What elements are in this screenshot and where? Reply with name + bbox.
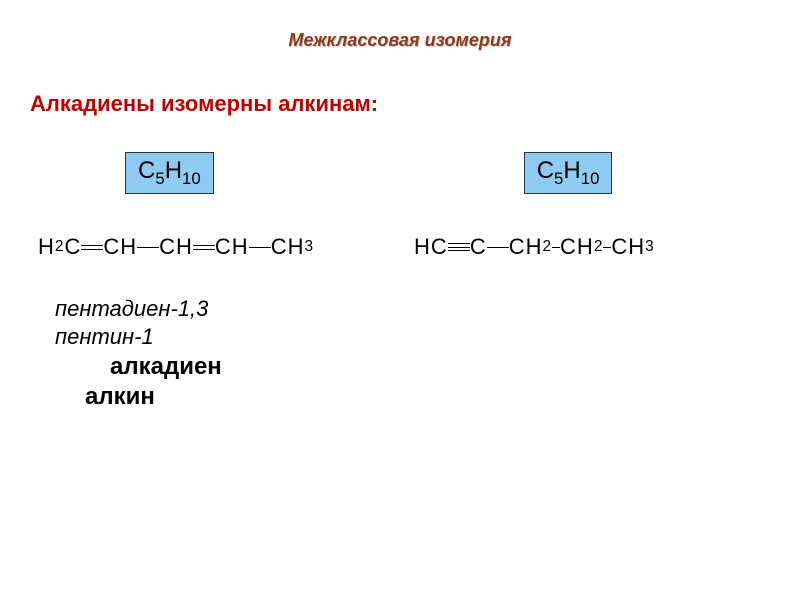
atom-fragment: CH [159, 234, 193, 260]
subscript: 3 [645, 238, 655, 256]
name-pentyne: пентин-1 [55, 323, 800, 352]
atom-fragment: H [38, 234, 55, 260]
atom-fragment: CH [560, 234, 594, 260]
atom-fragment: HC [414, 234, 448, 260]
structures-row: H2CCHCHCHCH3 HCCCH2CH2CH3 [0, 194, 800, 260]
atom-fragment: CH [103, 234, 137, 260]
formula-box-row: C5H10 C5H10 [0, 117, 800, 194]
formula-right-h: H [563, 157, 580, 184]
formula-right-sub2: 10 [581, 169, 600, 188]
atom-fragment: C [470, 234, 487, 260]
page-title: Межклассовая изомерия [0, 0, 800, 51]
formula-box-right: C5H10 [524, 152, 613, 194]
name-alkadiene: алкадиен [55, 352, 800, 382]
formula-right-sub1: 5 [554, 169, 563, 188]
subtitle: Алкадиены изомерны алкинам: [0, 51, 800, 117]
formula-left-h: H [165, 157, 182, 184]
triple-bond-icon [448, 240, 470, 254]
double-bond-icon [193, 240, 215, 254]
single-bond-icon [137, 240, 159, 254]
atom-fragment: CH [509, 234, 543, 260]
compound-names: пентадиен-1,3 пентин-1 алкадиен алкин [0, 260, 800, 412]
title-text: Межклассовая изомерия [289, 30, 512, 50]
subscript: 2 [594, 238, 604, 256]
structure-right: HCCCH2CH2CH3 [414, 234, 655, 260]
double-bond-icon [81, 240, 103, 254]
formula-box-left: C5H10 [125, 152, 214, 194]
subscript: 3 [304, 238, 314, 256]
structure-left: H2CCHCHCHCH3 [38, 234, 314, 260]
single-bond-icon [552, 240, 560, 254]
single-bond-icon [603, 240, 611, 254]
name-alkyne: алкин [55, 382, 800, 412]
name-pentadiene: пентадиен-1,3 [55, 295, 800, 324]
formula-left-sub1: 5 [155, 169, 164, 188]
single-bond-icon [487, 240, 509, 254]
formula-right-c: C [537, 157, 554, 184]
formula-left-sub2: 10 [182, 169, 201, 188]
atom-fragment: CH [215, 234, 249, 260]
atom-fragment: C [64, 234, 81, 260]
subscript: 2 [55, 238, 65, 256]
formula-left-c: C [138, 157, 155, 184]
subtitle-text: Алкадиены изомерны алкинам: [30, 91, 378, 116]
subscript: 2 [542, 238, 552, 256]
atom-fragment: CH [611, 234, 645, 260]
single-bond-icon [249, 240, 271, 254]
atom-fragment: CH [271, 234, 305, 260]
